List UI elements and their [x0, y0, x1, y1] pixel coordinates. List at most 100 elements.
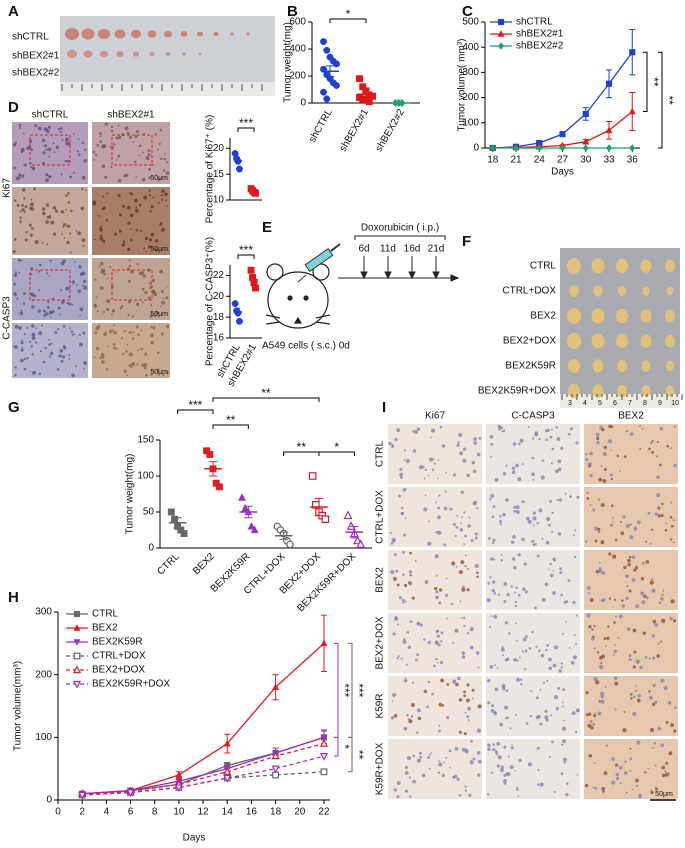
- cell: [503, 429, 506, 432]
- cell: [591, 637, 595, 641]
- cell: [28, 139, 33, 143]
- cell: [61, 355, 66, 359]
- cell: [670, 723, 674, 727]
- cell: [456, 514, 459, 517]
- cell: [521, 650, 524, 653]
- cell: [562, 739, 567, 744]
- point: [235, 165, 243, 173]
- cell: [642, 631, 647, 635]
- cell: [78, 333, 82, 337]
- cell: [142, 274, 146, 278]
- y-tick-label: 150: [137, 435, 154, 446]
- cell: [94, 238, 96, 241]
- cell: [458, 433, 463, 438]
- cell: [649, 695, 653, 700]
- cell: [42, 360, 46, 364]
- point: [323, 95, 331, 103]
- cell: [449, 767, 451, 769]
- cell: [141, 151, 144, 154]
- cell: [623, 711, 626, 713]
- cell: [625, 791, 628, 794]
- cell: [164, 192, 168, 197]
- cell: [82, 279, 87, 283]
- cell: [416, 653, 420, 657]
- cell: [466, 588, 470, 592]
- cell: [67, 191, 70, 195]
- cell: [52, 310, 55, 313]
- point: [223, 767, 232, 775]
- cell: [427, 680, 431, 684]
- cell: [637, 693, 641, 698]
- bracket: [237, 127, 255, 132]
- cell: [607, 439, 612, 444]
- cell: [636, 740, 641, 745]
- cell: [147, 148, 151, 152]
- cell: [95, 296, 98, 298]
- cell: [46, 306, 50, 310]
- cell: [99, 286, 104, 290]
- cell: [121, 243, 126, 247]
- ruler-label: 3: [568, 400, 572, 407]
- cell: [437, 530, 442, 535]
- x-tick-label: 10: [173, 807, 185, 818]
- legend-label: CTRL: [92, 609, 119, 620]
- cell: [445, 577, 448, 580]
- cell: [564, 492, 567, 495]
- cell: [130, 238, 133, 242]
- ruler-label: 8: [643, 400, 647, 407]
- cell: [419, 751, 422, 755]
- annotation: **: [261, 386, 271, 400]
- cell: [390, 541, 394, 545]
- cell: [614, 708, 617, 711]
- point: [356, 75, 363, 83]
- cell: [416, 708, 421, 713]
- cell: [497, 755, 502, 760]
- cell: [605, 645, 607, 648]
- cell: [654, 512, 658, 516]
- cell: [161, 198, 164, 201]
- point: [559, 131, 566, 138]
- cell: [30, 148, 33, 152]
- series-line: [82, 755, 325, 796]
- cell: [100, 352, 105, 357]
- cell: [440, 640, 442, 643]
- cell: [459, 451, 463, 456]
- cell: [424, 468, 427, 471]
- cell: [585, 453, 588, 456]
- cell: [406, 714, 409, 717]
- error-bar: [325, 65, 335, 78]
- cell: [644, 656, 648, 659]
- cell: [419, 623, 423, 627]
- tumor: [641, 360, 651, 372]
- cell: [466, 473, 470, 478]
- cell: [517, 795, 520, 798]
- cell: [532, 478, 535, 481]
- cell: [666, 772, 671, 777]
- cell: [657, 514, 661, 518]
- cell: [454, 747, 459, 751]
- cell: [438, 494, 441, 497]
- cell: [401, 598, 405, 602]
- cell: [475, 651, 480, 655]
- cell: [402, 602, 405, 604]
- cell: [602, 598, 606, 602]
- cell: [622, 728, 627, 733]
- cell: [30, 207, 34, 211]
- cell: [601, 571, 606, 575]
- cell: [667, 700, 672, 705]
- cell: [18, 176, 21, 179]
- cell: [13, 166, 16, 170]
- cell: [657, 506, 661, 510]
- cell: [463, 624, 466, 627]
- tumor: [114, 29, 126, 39]
- cell: [133, 160, 137, 164]
- cell: [23, 132, 25, 135]
- ruler: [560, 394, 680, 408]
- cell: [654, 764, 657, 767]
- cell: [67, 201, 70, 204]
- cell: [155, 311, 159, 315]
- cell: [489, 625, 492, 628]
- cell: [647, 511, 651, 515]
- cell: [111, 309, 116, 313]
- tumor: [164, 30, 172, 38]
